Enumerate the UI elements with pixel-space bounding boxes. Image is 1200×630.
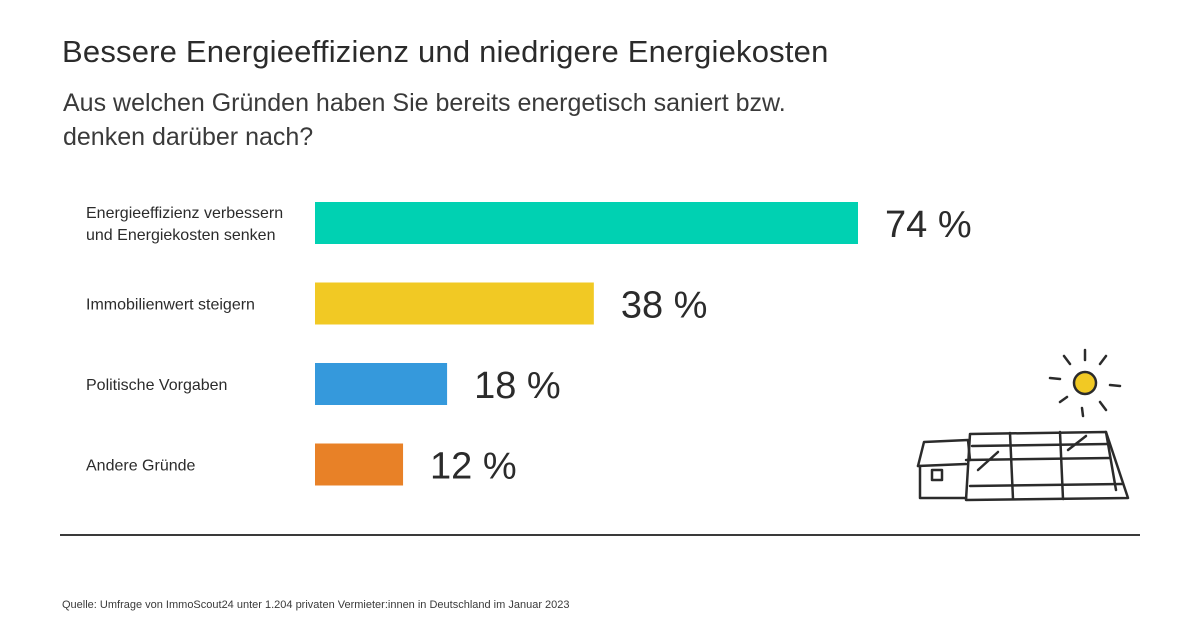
source-note: Quelle: Umfrage von ImmoScout24 unter 1.… bbox=[62, 599, 570, 611]
house-icon bbox=[916, 430, 1130, 502]
category-label: Immobilienwert steigern bbox=[86, 297, 255, 314]
value-label: 18 % bbox=[474, 365, 561, 407]
value-label: 38 % bbox=[621, 285, 708, 327]
bar bbox=[315, 363, 448, 405]
bar-chart: Energieeffizienz verbessern und Energieko… bbox=[86, 202, 972, 488]
house-with-solar-panels-icon bbox=[916, 348, 1130, 502]
divider bbox=[60, 534, 1140, 536]
category-label: Energieeffizienz verbessern und Energieko… bbox=[86, 205, 283, 244]
bar bbox=[315, 282, 594, 325]
value-label: 74 % bbox=[885, 204, 972, 246]
bar bbox=[315, 443, 404, 486]
value-label: 12 % bbox=[430, 446, 517, 488]
chart-subtitle: Aus welchen Gründen haben Sie bereits en… bbox=[63, 89, 786, 151]
category-label: Andere Gründe bbox=[86, 458, 196, 475]
sun-icon bbox=[1048, 348, 1122, 418]
category-label: Politische Vorgaben bbox=[86, 377, 227, 394]
bar bbox=[315, 202, 858, 244]
chart-title: Bessere Energieeffizienz und niedrigere … bbox=[62, 34, 829, 69]
